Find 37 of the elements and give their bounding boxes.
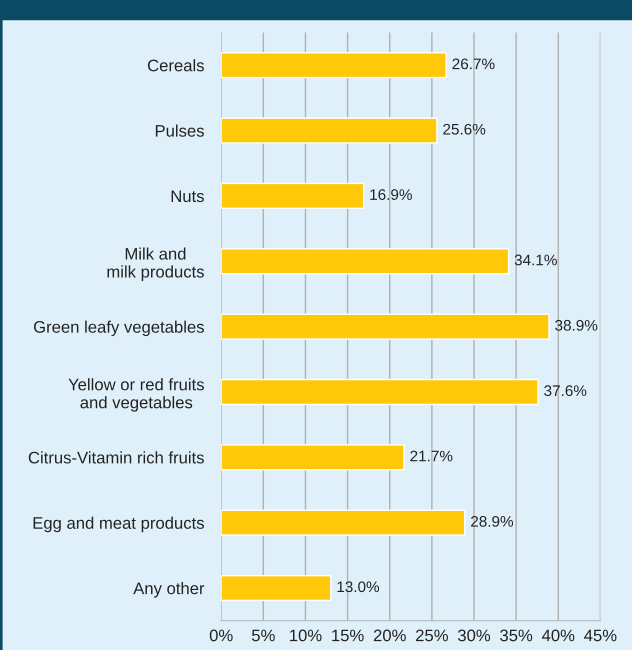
bar <box>221 117 438 144</box>
bar <box>221 444 405 470</box>
x-tick-label: 15% <box>332 630 364 642</box>
data-label: 21.7% <box>410 450 452 462</box>
bar <box>221 510 466 536</box>
bar <box>221 314 550 340</box>
y-tick-label: Yellow or red fruits and vegetables <box>68 378 204 412</box>
data-label: 34.1% <box>514 254 557 266</box>
bar <box>221 52 447 78</box>
bar <box>221 574 332 602</box>
x-tick-label: 30% <box>458 630 490 642</box>
x-tick-label: 35% <box>500 630 532 642</box>
y-tick-label: Green leafy vegetables <box>34 320 204 336</box>
data-label: 25.6% <box>443 124 486 135</box>
y-tick-label: Citrus-Vitamin rich fruits <box>28 451 204 464</box>
y-tick-label: Pulses <box>156 124 204 137</box>
y-tick-label: Milk and milk products <box>107 247 204 281</box>
data-label: 13.0% <box>337 581 380 592</box>
data-label: 38.9% <box>555 320 598 331</box>
data-label: 37.6% <box>544 385 586 396</box>
y-tick-label: Egg and meat products <box>34 516 204 532</box>
y-tick-label: Any other <box>133 582 204 598</box>
x-tick-label: 5% <box>252 630 275 642</box>
data-label: 16.9% <box>370 189 412 200</box>
y-tick-label: Nuts <box>172 190 204 202</box>
bar <box>221 248 510 274</box>
y-tick-label: Cereals <box>148 59 204 72</box>
data-label: 28.9% <box>471 516 514 527</box>
bar <box>221 182 364 210</box>
x-tick-label: 45% <box>584 630 616 642</box>
x-tick-label: 40% <box>542 630 574 642</box>
bar <box>221 378 539 406</box>
x-tick-label: 0% <box>210 630 233 642</box>
x-tick-label: 10% <box>290 630 322 642</box>
x-tick-label: 20% <box>374 630 406 642</box>
x-tick-label: 25% <box>416 630 448 642</box>
data-label: 26.7% <box>452 58 495 70</box>
